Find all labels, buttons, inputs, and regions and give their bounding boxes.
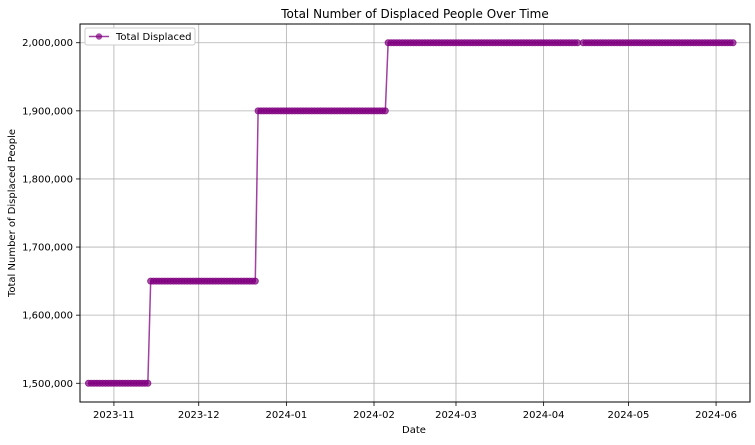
data-point	[381, 107, 389, 115]
data-layer	[84, 39, 737, 387]
y-tick-label: 2,000,000	[22, 38, 73, 49]
x-axis-title: Date	[402, 425, 426, 436]
y-tick-label: 1,500,000	[22, 379, 73, 390]
x-tick-label: 2024-01	[265, 410, 307, 421]
y-tick-label: 1,700,000	[22, 243, 73, 254]
x-tick-label: 2024-02	[353, 410, 395, 421]
y-tick-label: 1,800,000	[22, 174, 73, 185]
x-tick-label: 2024-05	[608, 410, 650, 421]
x-tick-label: 2024-03	[435, 410, 477, 421]
x-tick-label: 2024-04	[523, 410, 565, 421]
x-tick-label: 2023-12	[178, 410, 220, 421]
tick-layer: 2023-11 2023-12 2024-01 2024-02 2024-03 2024-…	[22, 38, 737, 421]
data-point	[251, 277, 259, 285]
data-point	[144, 379, 152, 387]
y-tick-label: 1,900,000	[22, 106, 73, 117]
x-tick-label: 2024-06	[695, 410, 737, 421]
legend-label: Total Displaced	[115, 32, 191, 43]
legend-marker-icon	[95, 33, 103, 40]
x-tick-label: 2023-11	[93, 410, 135, 421]
legend: Total Displaced	[84, 27, 196, 46]
y-tick-label: 1,600,000	[22, 311, 73, 322]
legend-box	[84, 27, 196, 46]
chart-title: Total Number of Displaced People Over Ti…	[280, 7, 549, 21]
plot-area-frame	[79, 23, 751, 403]
y-axis-title: Total Number of Displaced People	[7, 129, 18, 298]
data-point	[729, 39, 737, 47]
